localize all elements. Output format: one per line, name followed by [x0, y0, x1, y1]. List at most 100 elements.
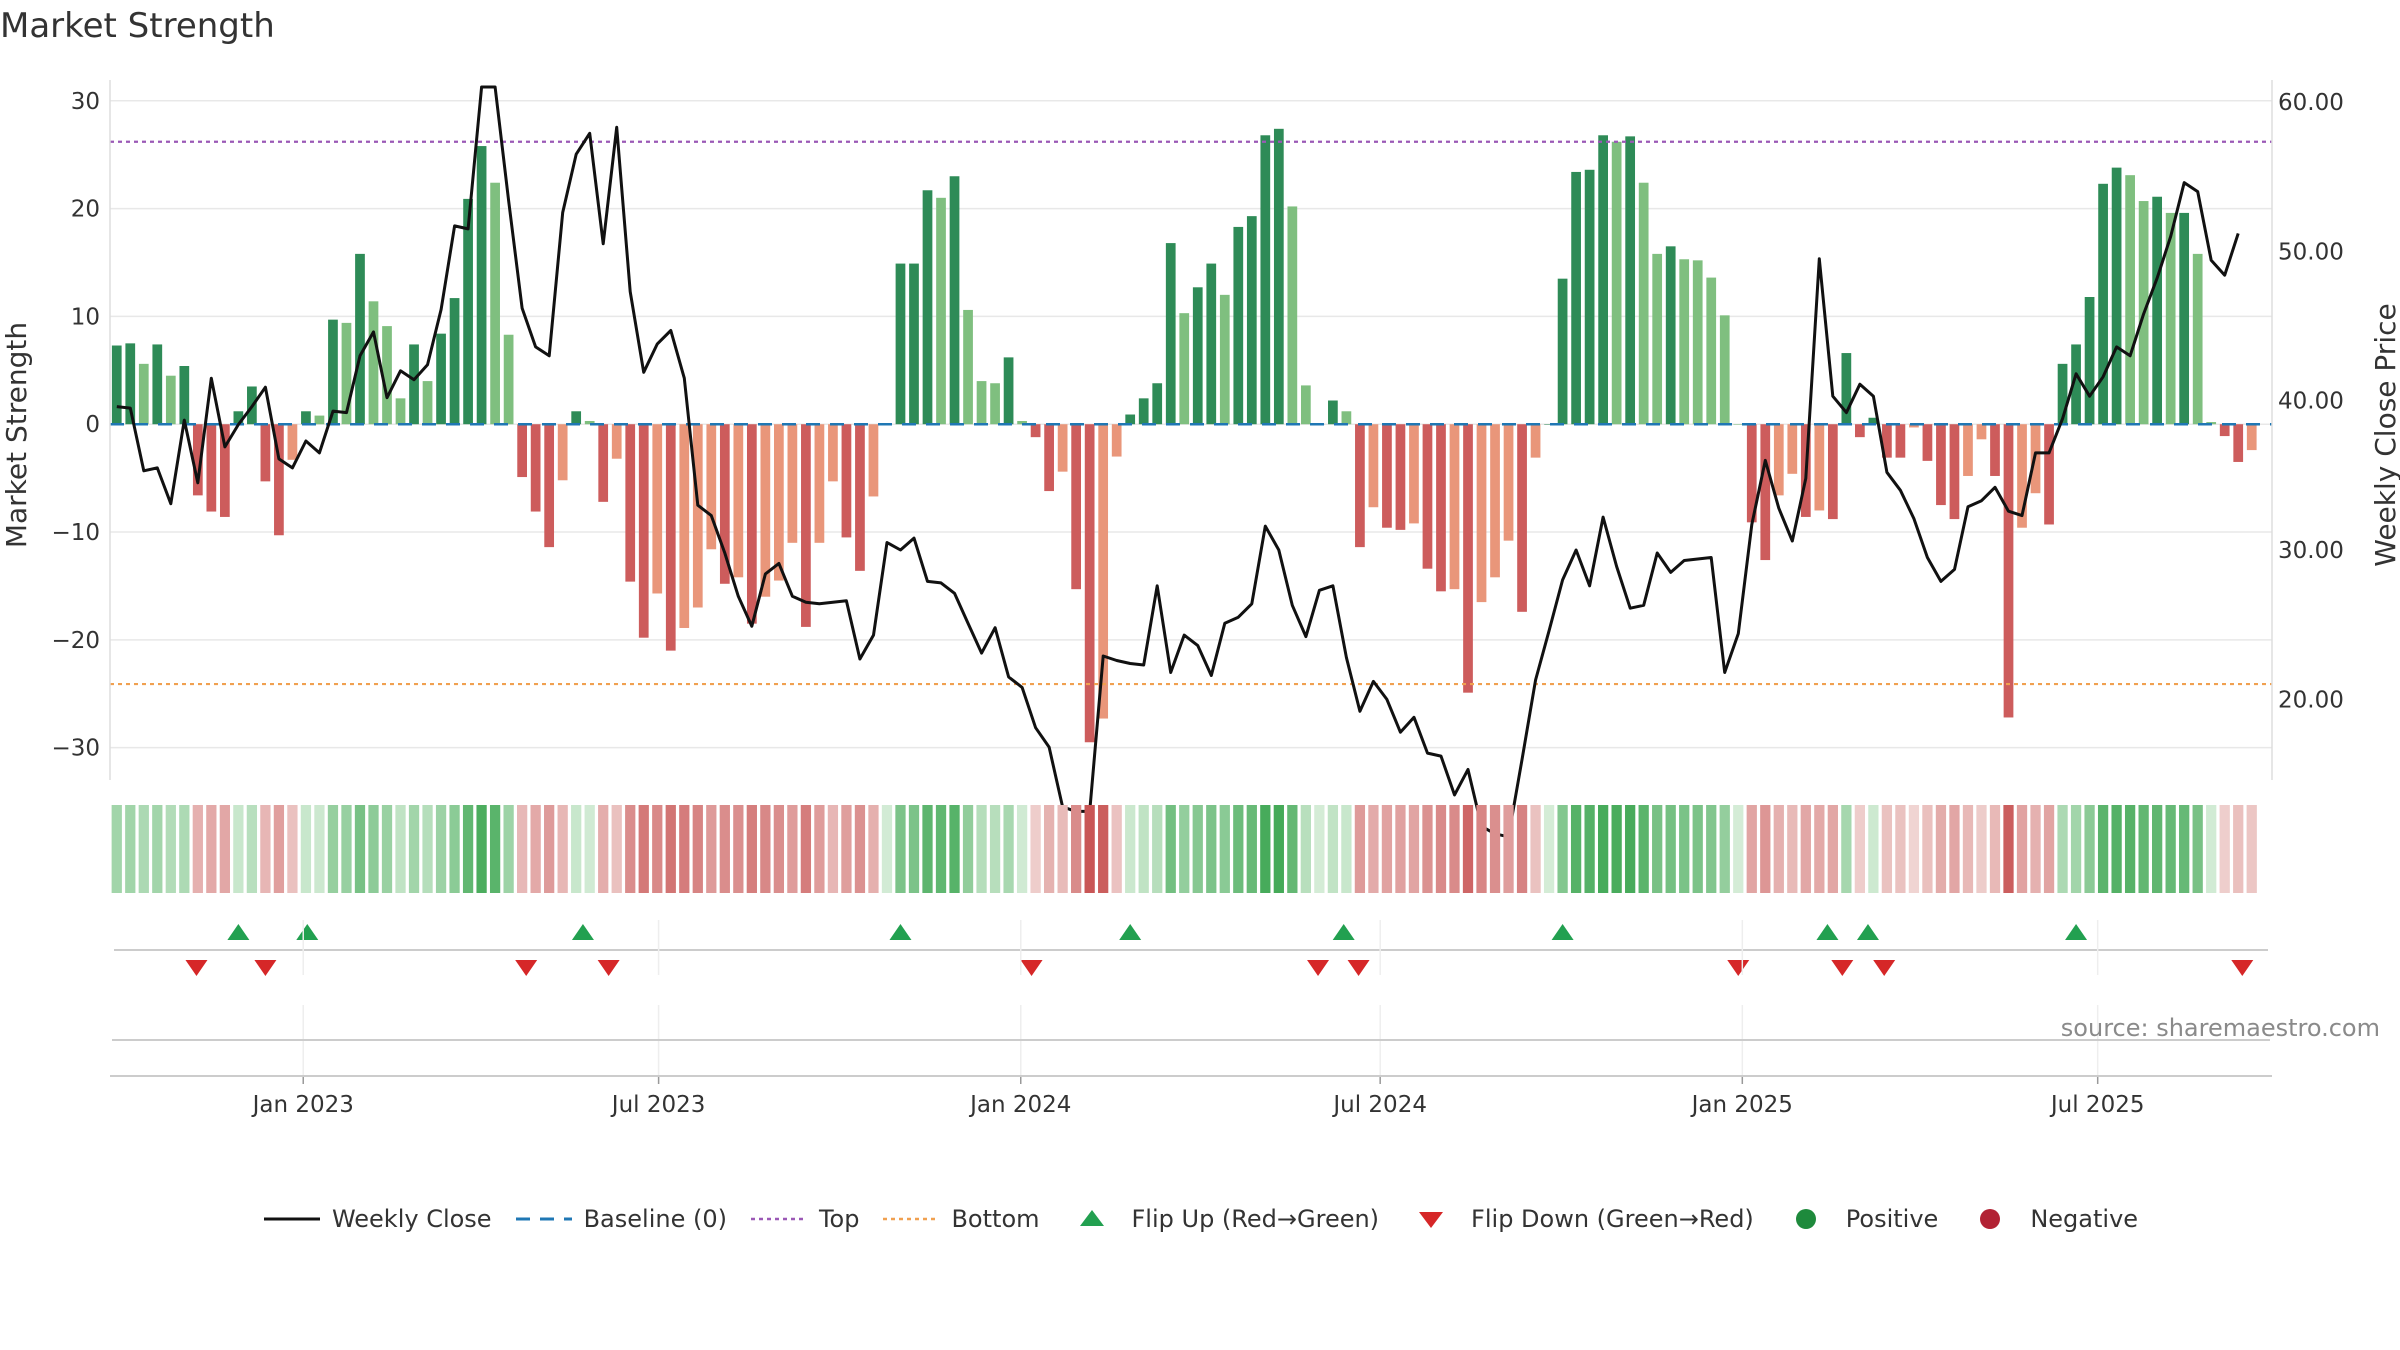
- strength-bar: [1976, 424, 1987, 440]
- strength-bar: [1017, 420, 1027, 425]
- heat-strip-cell: [1219, 805, 1230, 893]
- strength-bar: [1827, 424, 1838, 520]
- flip-down-marker: [254, 960, 277, 976]
- flip-up-marker: [227, 924, 250, 940]
- heat-strip-cell: [1814, 805, 1825, 893]
- heat-strip-cell: [719, 805, 730, 893]
- y-tick-label: −10: [51, 520, 100, 546]
- strength-bar: [2071, 344, 2081, 425]
- heat-strip-cell: [1976, 805, 1987, 893]
- legend-item-baseline: Baseline (0): [514, 1205, 727, 1233]
- strength-bar: [1652, 253, 1663, 425]
- strength-bar: [1138, 398, 1149, 425]
- heat-strip-cell: [1787, 805, 1798, 893]
- strength-bar: [355, 253, 365, 425]
- heat-strip-cell: [1827, 805, 1838, 893]
- strength-bar: [111, 345, 122, 425]
- heat-strip-cell: [1233, 805, 1244, 893]
- strength-bar: [1855, 424, 1865, 438]
- strength-bar: [2125, 175, 2135, 425]
- heat-strip-cell: [2084, 805, 2095, 893]
- heat-strip-cell: [679, 805, 690, 893]
- strength-bar: [1638, 182, 1649, 425]
- heat-strip-cell: [1381, 805, 1393, 893]
- heat-strip-cell: [1652, 805, 1663, 893]
- heat-strip-cell: [1395, 805, 1406, 893]
- heat-strip-cell: [1260, 805, 1271, 893]
- heat-strip-cell: [2233, 805, 2244, 893]
- strength-bar: [1476, 424, 1487, 603]
- strength-bar: [936, 197, 946, 425]
- strength-bar: [274, 424, 284, 536]
- heat-strip-cell: [1206, 805, 1217, 893]
- strength-bar: [1773, 424, 1784, 496]
- strength-bar: [2246, 424, 2257, 451]
- strength-bar: [1246, 216, 1257, 425]
- strength-bar: [409, 344, 419, 425]
- y-tick-label: 30: [71, 89, 100, 115]
- heat-strip-cell: [1327, 805, 1339, 893]
- heat-strip-cell: [922, 805, 933, 893]
- heat-strip-cell: [625, 805, 636, 893]
- x-tick-label: Jan 2024: [968, 1092, 1071, 1118]
- strength-bar: [2084, 297, 2095, 425]
- strength-bar: [314, 415, 325, 425]
- flip-up-marker: [1332, 924, 1355, 940]
- strength-bar: [1882, 424, 1892, 458]
- strength-bar: [138, 363, 149, 425]
- heat-strip-cell: [1854, 805, 1866, 893]
- heat-strip-cell: [2070, 805, 2082, 893]
- heat-strip-cell: [1503, 805, 1514, 893]
- strength-bar: [638, 424, 649, 638]
- heat-strip-cell: [2003, 805, 2014, 893]
- heat-strip-cell: [1408, 805, 1420, 893]
- heat-strip-cell: [516, 805, 528, 893]
- strength-bar: [868, 424, 879, 497]
- strength-bar: [1611, 141, 1622, 425]
- strength-bar: [476, 146, 487, 425]
- heat-strip-cell: [962, 805, 974, 893]
- heat-strip-cell: [544, 805, 555, 893]
- strength-bar: [1814, 424, 1825, 511]
- strength-bar: [1557, 278, 1568, 425]
- heat-strip-cell: [165, 805, 176, 893]
- strength-bar: [1355, 424, 1365, 548]
- flip-up-marker: [889, 924, 912, 940]
- strength-bar: [1287, 206, 1298, 425]
- strength-bar: [260, 424, 271, 482]
- heat-strip-cell: [1489, 805, 1501, 893]
- heat-strip-cell: [1530, 805, 1541, 893]
- strength-bar: [1963, 424, 1973, 476]
- legend-label: Bottom: [951, 1205, 1040, 1233]
- heat-strip-cell: [598, 805, 609, 893]
- strength-bar: [530, 424, 541, 512]
- heat-strip-cell: [1908, 805, 1920, 893]
- strength-bar: [841, 424, 852, 538]
- close-legend-swatch: [263, 1217, 320, 1221]
- heat-strip-cell: [1935, 805, 1947, 893]
- strength-bar: [949, 176, 960, 425]
- heat-strip-cell: [868, 805, 879, 893]
- heat-strip-cell: [1084, 805, 1095, 893]
- heat-strip-cell: [1719, 805, 1730, 893]
- heat-strip-cell: [1611, 805, 1622, 893]
- heat-strip-cell: [476, 805, 487, 893]
- legend-item-top: Top: [749, 1205, 859, 1233]
- strength-bar: [233, 411, 244, 425]
- heat-strip-cell: [1165, 805, 1176, 893]
- heat-strip-cell: [692, 805, 703, 893]
- strength-bar: [1517, 424, 1527, 612]
- flip-down-marker: [1307, 960, 1330, 976]
- strength-bar: [1841, 353, 1852, 425]
- strength-bar: [2152, 196, 2163, 425]
- heat-strip-cell: [2219, 805, 2230, 893]
- baseline-legend-swatch: [515, 1217, 572, 1221]
- strength-bar: [2057, 363, 2068, 425]
- heat-strip-cell: [1584, 805, 1595, 893]
- heat-strip-cell: [2097, 805, 2109, 893]
- heat-strip-cell: [1125, 805, 1136, 893]
- heat-strip-cell: [1922, 805, 1933, 893]
- heat-strip-cell: [1341, 805, 1352, 893]
- heat-strip-cell: [1868, 805, 1879, 893]
